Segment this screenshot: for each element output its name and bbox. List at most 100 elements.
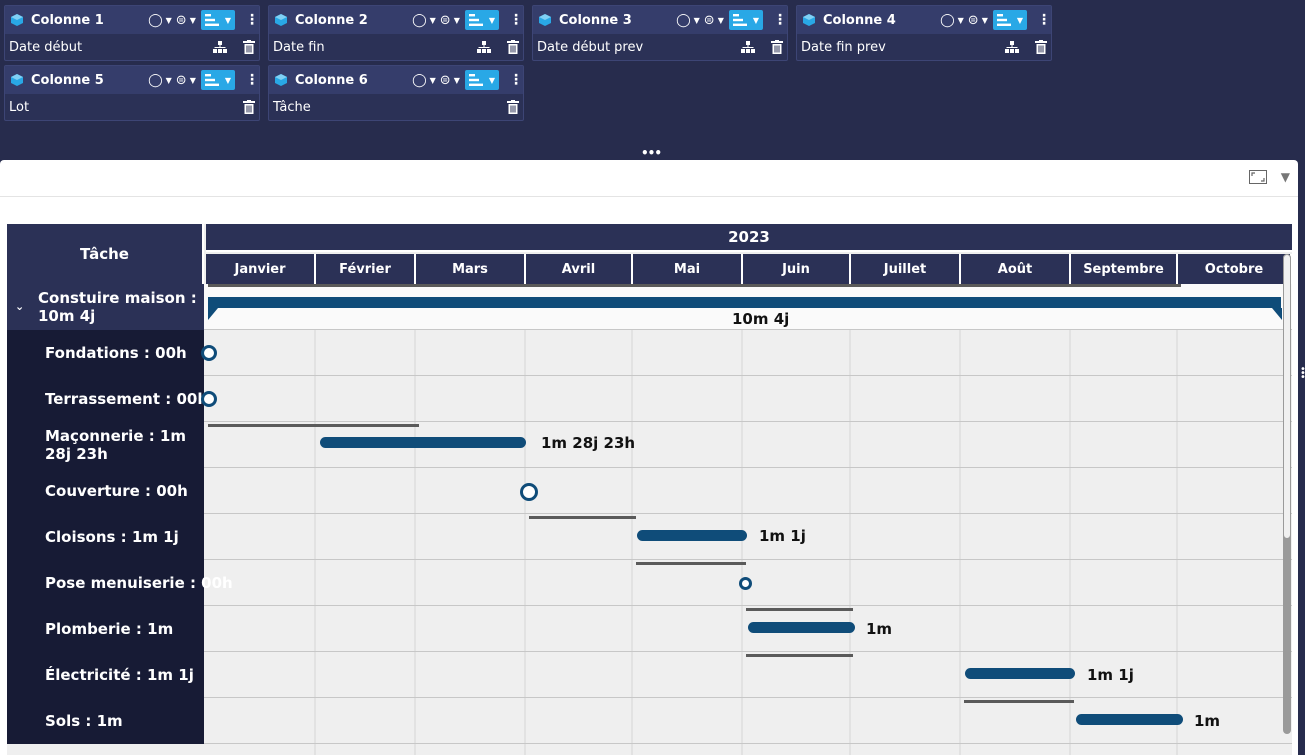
aggregate-menu-button[interactable]: ⊜ ▼ bbox=[704, 13, 724, 28]
task-row[interactable]: Fondations : 00h bbox=[7, 330, 1292, 376]
baseline-bar[interactable] bbox=[964, 700, 1074, 703]
task-label: Terrassement : 00h bbox=[7, 376, 208, 422]
milestone-marker[interactable] bbox=[201, 345, 217, 361]
equals-circle-icon: ⊜ bbox=[175, 72, 187, 88]
column-card-header: Colonne 1 ◯ ▼ ⊜ ▼ ▼ ⋮ bbox=[5, 6, 259, 34]
column-title: Colonne 2 bbox=[295, 12, 368, 28]
task-bar[interactable] bbox=[320, 437, 526, 448]
rank-menu-button[interactable]: ◯ ▼ bbox=[412, 73, 436, 88]
summary-end-marker[interactable] bbox=[1272, 308, 1282, 320]
task-label: Sols : 1m bbox=[7, 698, 204, 744]
column-card-2[interactable]: Colonne 2 ◯ ▼ ⊜ ▼ ▼ ⋮ Date fin bbox=[268, 5, 524, 61]
summary-bar[interactable] bbox=[208, 297, 1281, 308]
column-card-5[interactable]: Colonne 5 ◯ ▼ ⊜ ▼ ▼ ⋮ Lot bbox=[4, 65, 260, 121]
baseline-bar[interactable] bbox=[746, 608, 853, 611]
task-bar[interactable] bbox=[965, 668, 1075, 679]
aggregate-menu-button[interactable]: ⊜ ▼ bbox=[440, 13, 460, 28]
caret-down-icon[interactable]: ▼ bbox=[1280, 170, 1290, 184]
column-card-3[interactable]: Colonne 3 ◯ ▼ ⊜ ▼ ▼ ⋮ Date début prev bbox=[532, 5, 788, 61]
task-row[interactable]: Sols : 1m bbox=[7, 698, 1292, 744]
task-name: Terrassement : 00h bbox=[45, 390, 209, 408]
milestone-marker[interactable] bbox=[201, 391, 217, 407]
task-name: Pose menuiserie : 00h bbox=[45, 574, 233, 592]
task-name: Couverture : 00h bbox=[45, 482, 188, 500]
task-bar[interactable] bbox=[748, 622, 855, 633]
column-card-header: Colonne 6 ◯ ▼ ⊜ ▼ ▼ ⋮ bbox=[269, 66, 523, 94]
rank-menu-button[interactable]: ◯ ▼ bbox=[148, 13, 172, 28]
sort-menu-button[interactable]: ▼ bbox=[200, 10, 235, 30]
milestone-marker[interactable] bbox=[739, 577, 752, 590]
caret-down-icon: ▼ bbox=[1016, 15, 1023, 25]
milestone-marker[interactable] bbox=[520, 483, 538, 501]
baseline-bar[interactable] bbox=[208, 424, 419, 427]
fullscreen-icon[interactable] bbox=[1248, 170, 1267, 184]
kebab-icon[interactable]: ⋮ bbox=[773, 12, 787, 28]
task-row[interactable]: Cloisons : 1m 1j bbox=[7, 514, 1292, 560]
aggregate-menu-button[interactable]: ⊜ ▼ bbox=[176, 73, 196, 88]
rank-menu-button[interactable]: ◯ ▼ bbox=[412, 13, 436, 28]
month-gridline bbox=[1069, 284, 1071, 755]
column-card-header: Colonne 5 ◯ ▼ ⊜ ▼ ▼ ⋮ bbox=[5, 66, 259, 94]
task-label: Cloisons : 1m 1j bbox=[7, 514, 204, 560]
task-row[interactable]: Terrassement : 00h bbox=[7, 376, 1292, 422]
column-card-4[interactable]: Colonne 4 ◯ ▼ ⊜ ▼ ▼ ⋮ Date fin prev bbox=[796, 5, 1052, 61]
trash-icon[interactable] bbox=[507, 40, 519, 54]
column-title: Colonne 5 bbox=[31, 72, 104, 88]
rank-menu-button[interactable]: ◯ ▼ bbox=[676, 13, 700, 28]
duration-label: 1m bbox=[866, 620, 893, 638]
scrollbar-thumb[interactable] bbox=[1283, 254, 1291, 539]
drag-handle-icon[interactable]: ••• bbox=[641, 146, 662, 160]
trash-icon[interactable] bbox=[771, 40, 783, 54]
task-row[interactable]: Pose menuiserie : 00h bbox=[7, 560, 1292, 606]
column-card-6[interactable]: Colonne 6 ◯ ▼ ⊜ ▼ ▼ ⋮ Tâche bbox=[268, 65, 524, 121]
trash-icon[interactable] bbox=[1035, 40, 1047, 54]
task-row[interactable]: Électricité : 1m 1j bbox=[7, 652, 1292, 698]
summary-start-marker[interactable] bbox=[208, 308, 218, 320]
task-bar[interactable] bbox=[1076, 714, 1183, 725]
aggregate-menu-button[interactable]: ⊜ ▼ bbox=[968, 13, 988, 28]
month-header: Février bbox=[316, 254, 416, 284]
rank-menu-button[interactable]: ◯ ▼ bbox=[148, 73, 172, 88]
kebab-icon[interactable]: ⋮ bbox=[509, 12, 523, 28]
baseline-bar[interactable] bbox=[529, 516, 636, 519]
baseline-bar[interactable] bbox=[746, 654, 853, 657]
aggregate-menu-button[interactable]: ⊜ ▼ bbox=[176, 13, 196, 28]
column-field: Date début prev bbox=[537, 39, 644, 55]
chevron-down-icon[interactable]: ⌄ bbox=[15, 300, 25, 313]
column-card-1[interactable]: Colonne 1 ◯ ▼ ⊜ ▼ ▼ ⋮ Date début bbox=[4, 5, 260, 61]
resize-handle-icon[interactable]: ••• bbox=[1300, 365, 1305, 383]
task-column-header: Tâche bbox=[7, 224, 204, 284]
task-row[interactable]: Maçonnerie : 1m 28j 23h bbox=[7, 422, 1292, 468]
trash-icon[interactable] bbox=[243, 40, 255, 54]
task-bar[interactable] bbox=[637, 530, 747, 541]
panel-splitter[interactable]: ••• bbox=[0, 146, 1305, 160]
sort-menu-button[interactable]: ▼ bbox=[200, 70, 235, 90]
medal-icon: ◯ bbox=[148, 12, 163, 28]
caret-down-icon: ▼ bbox=[189, 75, 196, 85]
trash-icon[interactable] bbox=[507, 100, 519, 114]
sort-menu-button[interactable]: ▼ bbox=[728, 10, 763, 30]
equals-circle-icon: ⊜ bbox=[439, 12, 451, 28]
baseline-bar[interactable] bbox=[636, 562, 746, 565]
sort-menu-button[interactable]: ▼ bbox=[464, 70, 499, 90]
bar-sort-icon bbox=[468, 74, 483, 86]
kebab-icon[interactable]: ⋮ bbox=[509, 72, 523, 88]
task-label: Maçonnerie : 1m 28j 23h bbox=[7, 422, 204, 468]
kebab-icon[interactable]: ⋮ bbox=[1037, 12, 1051, 28]
kebab-icon[interactable]: ⋮ bbox=[245, 72, 259, 88]
sort-menu-button[interactable]: ▼ bbox=[464, 10, 499, 30]
hierarchy-icon[interactable] bbox=[213, 41, 227, 53]
hierarchy-icon[interactable] bbox=[741, 41, 755, 53]
task-row[interactable]: Plomberie : 1m bbox=[7, 606, 1292, 652]
trash-icon[interactable] bbox=[243, 100, 255, 114]
equals-circle-icon: ⊜ bbox=[967, 12, 979, 28]
sort-menu-button[interactable]: ▼ bbox=[992, 10, 1027, 30]
task-row[interactable]: Couverture : 00h bbox=[7, 468, 1292, 514]
hierarchy-icon[interactable] bbox=[477, 41, 491, 53]
aggregate-menu-button[interactable]: ⊜ ▼ bbox=[440, 73, 460, 88]
rank-menu-button[interactable]: ◯ ▼ bbox=[940, 13, 964, 28]
baseline-bar[interactable] bbox=[208, 284, 1181, 287]
kebab-icon[interactable]: ⋮ bbox=[245, 12, 259, 28]
task-name: Sols : 1m bbox=[45, 712, 123, 730]
hierarchy-icon[interactable] bbox=[1005, 41, 1019, 53]
